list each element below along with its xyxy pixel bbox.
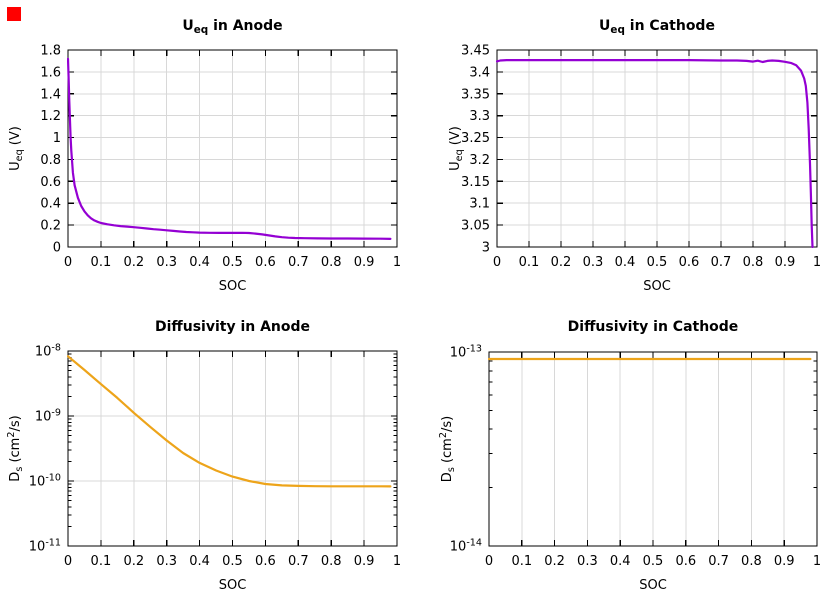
x-tick-label: 0.3 — [156, 554, 177, 569]
x-tick-label: 0 — [485, 554, 493, 569]
chart-ueq-anode: 0 0.1 0.2 0.3 0.4 0.5 0.6 0.7 0.8 0.9 1 0 0.2 0.4 0.6 0… — [0, 0, 420, 300]
x-tick-label: 1 — [393, 255, 401, 270]
x-tick-label: 0.6 — [675, 554, 696, 569]
x-tick-label: 0.6 — [255, 554, 276, 569]
x-tick-label: 0.2 — [551, 255, 572, 270]
y-tick-label: 10-11 — [29, 538, 61, 555]
x-tick-label: 0.2 — [123, 255, 144, 270]
y-tick-label: 10-8 — [35, 343, 61, 360]
chart-ueq-anode-svg: 0 0.1 0.2 0.3 0.4 0.5 0.6 0.7 0.8 0.9 1 0 0.2 0.4 0.6 0… — [8, 18, 401, 294]
x-tick-label: 0.1 — [519, 255, 540, 270]
y-tick-label: 3.15 — [461, 175, 490, 190]
y-axis-label: Ueq (V) — [8, 126, 25, 171]
y-tick-label: 3.35 — [461, 87, 490, 102]
y-tick-label: 1 — [53, 131, 61, 146]
x-tick-label: 0.4 — [189, 554, 210, 569]
chart-diffusivity-cathode: 0 0.1 0.2 0.3 0.4 0.5 0.6 0.7 0.8 0.9 1 10-14 10-13 D… — [420, 300, 840, 600]
x-tick-label: 0.5 — [222, 255, 243, 270]
chart-title: Diffusivity in Cathode — [568, 319, 739, 335]
chart-ueq-cathode-svg: 0 0.1 0.2 0.3 0.4 0.5 0.6 0.7 0.8 0.9 1 3 3.05 3.1 3.1… — [448, 18, 821, 294]
x-tick-label: 0.3 — [583, 255, 604, 270]
y-tick-label: 3.45 — [461, 44, 490, 59]
y-axis-label: Ds (cm2/s) — [438, 416, 457, 482]
chart-diffusivity-cathode-svg: 0 0.1 0.2 0.3 0.4 0.5 0.6 0.7 0.8 0.9 1 10-14 10-13 D… — [438, 319, 821, 593]
x-tick-label: 0.7 — [708, 554, 729, 569]
y-axis-label: Ueq (V) — [448, 126, 465, 171]
chart-title: Diffusivity in Anode — [155, 319, 310, 335]
y-tick-label: 10-14 — [450, 538, 482, 555]
x-tick-label: 0.2 — [123, 554, 144, 569]
x-tick-label: 0.4 — [610, 554, 631, 569]
y-tick-label: 3.4 — [469, 65, 490, 80]
x-axis-label: SOC — [219, 578, 247, 593]
x-tick-label: 0.8 — [743, 255, 764, 270]
x-tick-label: 0.3 — [156, 255, 177, 270]
x-tick-label: 0.7 — [288, 255, 309, 270]
x-tick-label: 0.5 — [643, 554, 664, 569]
y-tick-label: 3.25 — [461, 131, 490, 146]
x-tick-label: 1 — [813, 255, 821, 270]
series-line — [67, 355, 392, 488]
x-tick-label: 0.9 — [354, 554, 375, 569]
x-tick-label: 0 — [64, 255, 72, 270]
x-tick-label: 1 — [813, 554, 821, 569]
chart-diffusivity-anode-svg: 0 0.1 0.2 0.3 0.4 0.5 0.6 0.7 0.8 0.9 1 10-11 10-10 1… — [6, 319, 401, 593]
y-tick-label: 3 — [482, 241, 490, 256]
x-tick-label: 0.1 — [511, 554, 532, 569]
x-tick-label: 0.8 — [741, 554, 762, 569]
y-tick-label: 1.4 — [40, 87, 61, 102]
x-tick-label: 0 — [64, 554, 72, 569]
y-tick-label: 1.2 — [40, 109, 61, 124]
y-tick-label: 1.6 — [40, 65, 61, 80]
x-axis-label: SOC — [639, 578, 667, 593]
y-tick-label: 3.2 — [469, 153, 490, 168]
y-tick-label: 0.8 — [40, 153, 61, 168]
series-line — [67, 57, 392, 240]
y-tick-label: 0.2 — [40, 219, 61, 234]
x-tick-label: 0.9 — [354, 255, 375, 270]
y-tick-label: 1.8 — [40, 44, 61, 59]
y-tick-label: 10-9 — [35, 408, 61, 425]
x-tick-label: 0.4 — [189, 255, 210, 270]
x-tick-label: 0.1 — [91, 554, 112, 569]
chart-title: Ueq in Cathode — [599, 18, 715, 36]
x-tick-label: 0.1 — [91, 255, 112, 270]
x-tick-label: 1 — [393, 554, 401, 569]
x-tick-label: 0.2 — [544, 554, 565, 569]
y-tick-label: 3.3 — [469, 109, 490, 124]
chart-title: Ueq in Anode — [182, 18, 282, 36]
x-axis-label: SOC — [219, 279, 247, 294]
y-tick-label: 3.05 — [461, 219, 490, 234]
x-tick-label: 0.3 — [577, 554, 598, 569]
screenshot-marker — [7, 7, 21, 21]
x-tick-label: 0.5 — [222, 554, 243, 569]
series-line — [496, 58, 814, 248]
x-tick-label: 0.9 — [774, 554, 795, 569]
chart-diffusivity-anode: 0 0.1 0.2 0.3 0.4 0.5 0.6 0.7 0.8 0.9 1 10-11 10-10 1… — [0, 300, 420, 600]
y-tick-label: 10-13 — [450, 344, 482, 361]
y-tick-label: 3.1 — [469, 197, 490, 212]
y-tick-label: 10-10 — [29, 473, 61, 490]
x-tick-label: 0.4 — [615, 255, 636, 270]
x-tick-label: 0.6 — [679, 255, 700, 270]
y-tick-label: 0 — [53, 241, 61, 256]
y-tick-label: 0.4 — [40, 197, 61, 212]
chart-ueq-cathode: 0 0.1 0.2 0.3 0.4 0.5 0.6 0.7 0.8 0.9 1 3 3.05 3.1 3.1… — [420, 0, 840, 300]
x-tick-label: 0.8 — [321, 554, 342, 569]
y-tick-label: 0.6 — [40, 175, 61, 190]
x-tick-label: 0 — [493, 255, 501, 270]
x-tick-label: 0.8 — [321, 255, 342, 270]
x-tick-label: 0.9 — [775, 255, 796, 270]
x-tick-label: 0.7 — [711, 255, 732, 270]
x-tick-label: 0.6 — [255, 255, 276, 270]
x-tick-label: 0.5 — [647, 255, 668, 270]
y-axis-label: Ds (cm2/s) — [6, 415, 25, 481]
x-axis-label: SOC — [643, 279, 671, 294]
x-tick-label: 0.7 — [288, 554, 309, 569]
